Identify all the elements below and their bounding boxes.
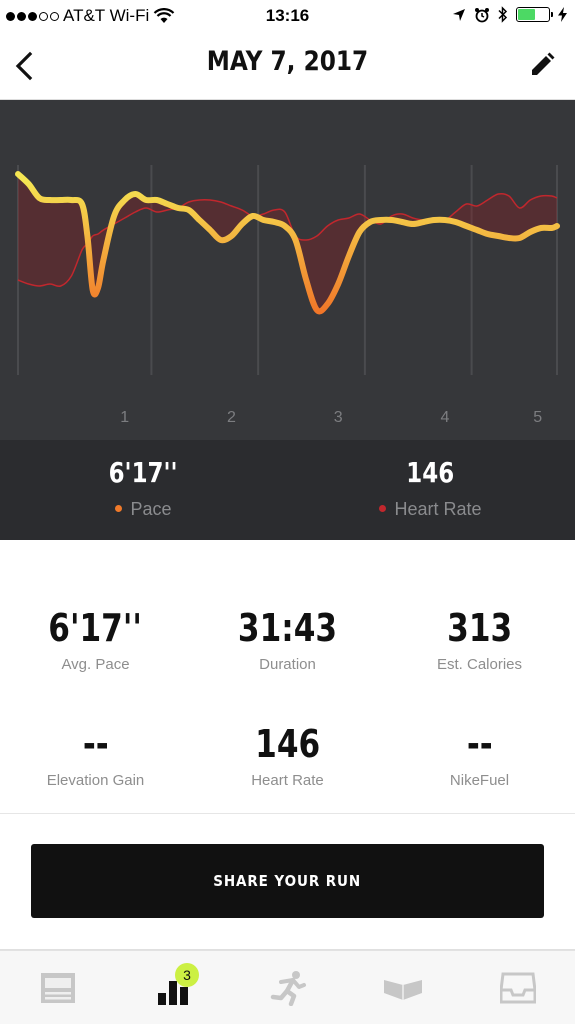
chevron-left-icon bbox=[15, 51, 33, 81]
activity-badge: 3 bbox=[175, 963, 199, 987]
run-stats: 6'17'' Avg. Pace 31:43 Duration 313 Est.… bbox=[0, 540, 575, 814]
feed-icon bbox=[40, 973, 75, 1003]
stat-value: 31:43 bbox=[237, 606, 338, 650]
signal-dot bbox=[6, 11, 15, 21]
signal-dot bbox=[50, 11, 59, 21]
coach-icon bbox=[383, 980, 422, 1000]
carrier-name: AT&T Wi-Fi bbox=[63, 6, 150, 25]
chart-legend: 6'17'' Pace 146 Heart Rate bbox=[0, 440, 575, 540]
signal-dot bbox=[28, 11, 37, 21]
tab-feed[interactable] bbox=[0, 951, 115, 1024]
legend-pace[interactable]: 6'17'' Pace bbox=[0, 456, 287, 520]
pace-dot-icon bbox=[115, 504, 123, 512]
stat-value: 6'17'' bbox=[48, 606, 143, 650]
stat-value: -- bbox=[82, 722, 109, 766]
signal-dot bbox=[39, 11, 48, 21]
stat-label: Heart Rate bbox=[251, 772, 324, 789]
legend-heart-rate-label-row: Heart Rate bbox=[287, 499, 574, 520]
stat-elevation-gain: -- Elevation Gain bbox=[0, 722, 191, 789]
tab-bar: 3 bbox=[0, 950, 575, 1024]
share-button-label: SHARE YOUR RUN bbox=[213, 872, 362, 890]
stat-avg-pace: 6'17'' Avg. Pace bbox=[0, 606, 191, 673]
edit-button[interactable] bbox=[527, 50, 557, 80]
signal-dot bbox=[17, 11, 26, 21]
stat-label: Avg. Pace bbox=[61, 656, 130, 673]
share-your-run-button[interactable]: SHARE YOUR RUN bbox=[31, 844, 544, 918]
x-tick-label: 1 bbox=[120, 409, 129, 426]
stat-label: NikeFuel bbox=[449, 772, 510, 789]
tab-run[interactable] bbox=[230, 951, 345, 1024]
legend-pace-value: 6'17'' bbox=[108, 456, 179, 489]
x-tick-label: 3 bbox=[334, 409, 343, 426]
status-icons bbox=[452, 6, 567, 23]
legend-heart-rate-label: Heart Rate bbox=[394, 499, 482, 519]
runner-icon bbox=[270, 971, 306, 1006]
bluetooth-icon bbox=[498, 6, 508, 23]
page-title: MAY 7, 2017 bbox=[206, 46, 369, 77]
stat-duration: 31:43 Duration bbox=[192, 606, 383, 673]
status-time: 13:16 bbox=[265, 6, 310, 25]
x-tick-label: 4 bbox=[440, 409, 449, 426]
x-tick-label: 5 bbox=[533, 409, 542, 426]
signal-strength bbox=[6, 11, 59, 21]
stat-calories: 313 Est. Calories bbox=[384, 606, 575, 673]
battery-level bbox=[518, 9, 535, 20]
location-arrow-icon bbox=[453, 8, 465, 21]
pace-heart-rate-chart: 1 2 3 4 5 bbox=[0, 100, 575, 440]
tab-activity[interactable]: 3 bbox=[115, 951, 230, 1024]
pace-series-line bbox=[15, 171, 560, 315]
legend-pace-label: Pace bbox=[130, 499, 172, 519]
stat-value: -- bbox=[466, 722, 493, 766]
wifi-icon bbox=[153, 8, 175, 23]
inbox-icon bbox=[499, 972, 536, 1004]
share-section: SHARE YOUR RUN bbox=[0, 814, 575, 950]
stat-label: Elevation Gain bbox=[46, 772, 145, 789]
stat-nikefuel: -- NikeFuel bbox=[384, 722, 575, 789]
activity-icon bbox=[157, 981, 188, 1005]
heart-rate-dot-icon bbox=[379, 504, 387, 512]
x-axis-ticks: 1 2 3 4 5 bbox=[120, 409, 542, 426]
heart-rate-area bbox=[18, 174, 557, 312]
status-bar: AT&T Wi-Fi 13:16 bbox=[0, 0, 575, 32]
tab-coach[interactable] bbox=[345, 951, 460, 1024]
stat-value: 313 bbox=[446, 606, 513, 650]
charging-bolt-icon bbox=[558, 7, 567, 22]
legend-pace-label-row: Pace bbox=[0, 499, 287, 520]
stat-label: Duration bbox=[259, 656, 316, 673]
legend-heart-rate-value: 146 bbox=[406, 456, 455, 489]
battery-icon bbox=[516, 7, 553, 22]
stat-value: 146 bbox=[254, 722, 321, 766]
tab-inbox[interactable] bbox=[460, 951, 575, 1024]
back-button[interactable] bbox=[8, 46, 44, 86]
x-tick-label: 2 bbox=[227, 409, 236, 426]
carrier-group: AT&T Wi-Fi bbox=[6, 6, 175, 26]
stat-label: Est. Calories bbox=[436, 656, 523, 673]
legend-heart-rate[interactable]: 146 Heart Rate bbox=[287, 456, 574, 520]
alarm-clock-icon bbox=[475, 7, 489, 22]
pencil-icon bbox=[532, 52, 555, 75]
stat-heart-rate: 146 Heart Rate bbox=[192, 722, 383, 789]
heart-rate-series-line bbox=[17, 192, 558, 288]
chart-svg: 1 2 3 4 5 bbox=[15, 165, 560, 426]
nav-bar: MAY 7, 2017 bbox=[0, 32, 575, 100]
